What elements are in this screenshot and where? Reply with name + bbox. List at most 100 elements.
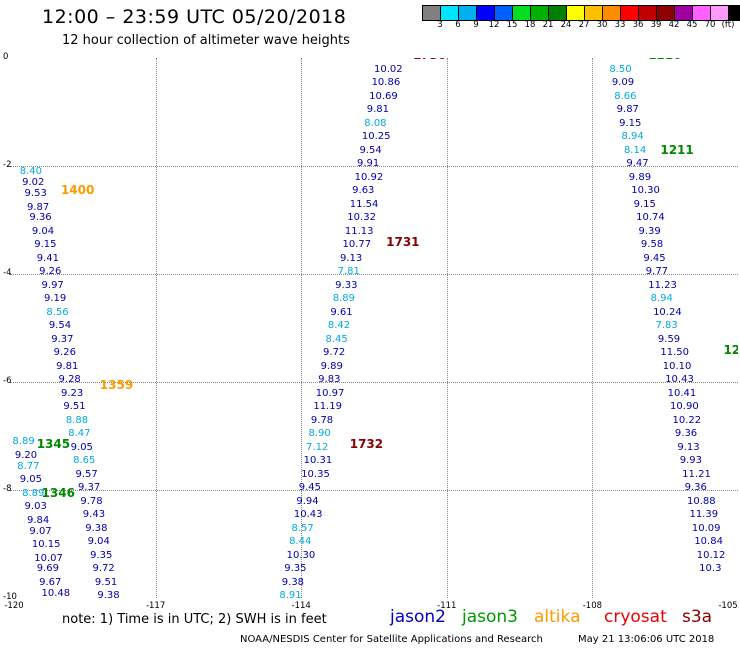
wave-height-value: 9.78 bbox=[310, 414, 334, 426]
wave-height-value: 9.36 bbox=[29, 212, 52, 224]
wave-height-value: 10.43 bbox=[665, 374, 694, 386]
wave-height-value: 8.94 bbox=[650, 293, 673, 305]
wave-height-value: 11.23 bbox=[648, 279, 677, 291]
wave-height-value: 10.12 bbox=[696, 549, 726, 561]
wave-height-value: 9.35 bbox=[90, 549, 113, 561]
wave-height-value: 10.24 bbox=[653, 306, 682, 318]
color-scale-tick: 18 bbox=[524, 20, 536, 30]
wave-height-value: 8.77 bbox=[17, 460, 40, 472]
grid-line bbox=[592, 58, 594, 598]
color-swatch bbox=[441, 6, 459, 20]
altimeter-map: 8.40 9.02 9.53 9.87 9.36 9.04 9.15 9.41 9.26 9.97… bbox=[10, 58, 738, 598]
page-title: 12:00 – 23:59 UTC 05/20/2018 bbox=[42, 6, 347, 28]
wave-height-value: 10.43 bbox=[293, 509, 323, 521]
wave-height-value: 8.94 bbox=[621, 131, 644, 143]
wave-height-value: 8.56 bbox=[46, 306, 69, 318]
color-swatch bbox=[603, 6, 621, 20]
color-swatch bbox=[639, 6, 657, 20]
wave-height-value: 10.35 bbox=[301, 468, 330, 480]
grid-line bbox=[155, 58, 157, 598]
color-scale-tick: 33 bbox=[614, 20, 626, 30]
color-swatch bbox=[693, 6, 711, 20]
wave-height-value: 10.3 bbox=[699, 563, 722, 575]
wave-height-value: 9.02 bbox=[22, 177, 45, 189]
wave-height-value: 7.83 bbox=[655, 320, 678, 332]
wave-height-value: 8.50 bbox=[376, 58, 398, 61]
pass-time-label: 1211 bbox=[660, 142, 694, 157]
wave-height-value: 9.61 bbox=[330, 306, 353, 318]
grid-line bbox=[10, 490, 738, 491]
wave-height-value: 8.88 bbox=[65, 414, 89, 426]
wave-height-value: 8.89 bbox=[22, 487, 45, 499]
latitude-tick: -2 bbox=[3, 160, 12, 170]
wave-height-value: 9.15 bbox=[619, 117, 642, 129]
color-swatch bbox=[675, 6, 693, 20]
grid-line bbox=[10, 166, 738, 167]
wave-height-value: 9.23 bbox=[60, 387, 84, 399]
wave-height-value: 9.39 bbox=[638, 225, 661, 237]
latitude-tick: -6 bbox=[3, 376, 12, 386]
wave-height-value: 9.05 bbox=[19, 474, 42, 486]
wave-height-value: 8.07 bbox=[607, 58, 629, 61]
wave-height-value: 9.36 bbox=[684, 482, 707, 494]
wave-height-value: 9.53 bbox=[24, 188, 47, 199]
credit-line: NOAA/NESDIS Center for Satellite Applica… bbox=[240, 634, 543, 645]
pass-time-label: 1731 bbox=[386, 234, 420, 249]
longitude-tick: -111 bbox=[437, 601, 457, 611]
color-scale-tick: 24 bbox=[560, 20, 572, 30]
grid-line bbox=[301, 58, 303, 598]
color-scale-tick: 3 bbox=[437, 20, 443, 30]
color-swatch bbox=[657, 6, 675, 20]
longitude-tick: -114 bbox=[291, 601, 311, 611]
wave-height-value: 8.90 bbox=[308, 428, 331, 440]
wave-height-value: 9.67 bbox=[39, 576, 62, 588]
pass-time-label: 1730 bbox=[413, 58, 446, 61]
wave-height-value: 9.37 bbox=[77, 482, 101, 494]
wave-height-value: 9.15 bbox=[633, 198, 656, 210]
wave-height-value: 10.69 bbox=[369, 90, 398, 102]
wave-height-value: 8.50 bbox=[609, 63, 632, 75]
wave-height-value: 9.59 bbox=[657, 333, 681, 345]
wave-height-value: 10.25 bbox=[361, 131, 391, 143]
wave-height-value: 8.65 bbox=[73, 455, 96, 467]
longitude-tick: -120 bbox=[4, 601, 24, 611]
wave-height-value: 8.45 bbox=[325, 333, 348, 345]
color-scale-tick: 21 bbox=[542, 20, 554, 30]
wave-height-value: 7.81 bbox=[337, 266, 360, 278]
wave-height-value: 9.33 bbox=[335, 279, 358, 291]
wave-height-value: 10.09 bbox=[691, 522, 721, 534]
longitude-tick: -108 bbox=[582, 601, 603, 611]
wave-height-value: 9.04 bbox=[87, 536, 110, 548]
wave-height-value: 10.77 bbox=[342, 239, 372, 251]
wave-height-value: 9.89 bbox=[320, 360, 343, 372]
wave-height-value: 10.92 bbox=[354, 171, 384, 183]
color-swatch bbox=[423, 6, 441, 20]
wave-height-value: 9.35 bbox=[284, 563, 307, 575]
wave-height-value: 9.09 bbox=[611, 77, 635, 89]
pass-time-label: 1400 bbox=[60, 183, 95, 198]
wave-height-value: 9.38 bbox=[281, 576, 305, 588]
footer-note: note: 1) Time is in UTC; 2) SWH is in fe… bbox=[62, 612, 327, 627]
color-swatch bbox=[495, 6, 513, 20]
grid-line bbox=[446, 58, 448, 598]
wave-height-value: 9.89 bbox=[628, 171, 652, 183]
wave-height-value: 8.42 bbox=[327, 320, 351, 332]
wave-height-value: 10.22 bbox=[672, 414, 702, 426]
wave-height-value: 11.13 bbox=[344, 225, 374, 237]
wave-height-value: 9.37 bbox=[51, 333, 74, 345]
latitude-tick: -8 bbox=[3, 484, 12, 494]
pass-time-label: 1212 bbox=[723, 342, 738, 357]
wave-height-value: 10.88 bbox=[687, 495, 716, 507]
color-swatch bbox=[549, 6, 567, 20]
color-scale-tick: (ft) bbox=[721, 20, 735, 30]
pass-time-label: 1359 bbox=[99, 377, 134, 392]
color-swatch bbox=[621, 6, 639, 20]
color-swatch bbox=[711, 6, 729, 20]
wave-height-value: 9.26 bbox=[53, 347, 76, 359]
wave-height-value: 9.38 bbox=[85, 522, 108, 534]
wave-height-value: 9.20 bbox=[14, 449, 38, 461]
wave-height-value: 9.28 bbox=[58, 374, 81, 386]
wave-height-value: 10.86 bbox=[371, 77, 401, 89]
latitude-tick: -10 bbox=[3, 592, 17, 602]
longitude-tick: -105 bbox=[718, 601, 738, 611]
